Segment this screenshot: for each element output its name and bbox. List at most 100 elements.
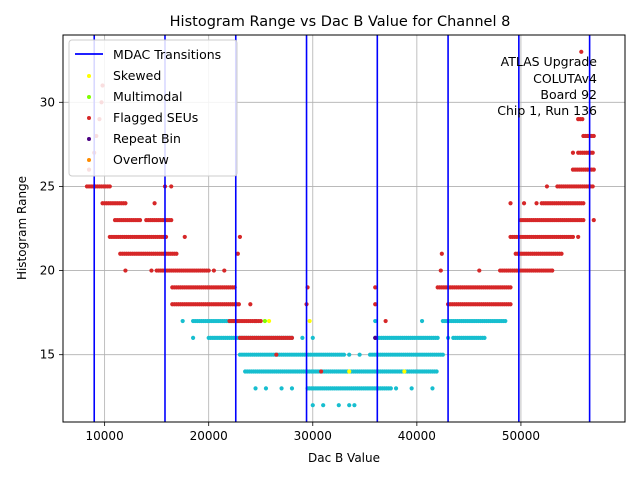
flagged-seus-point — [508, 285, 513, 290]
normal-point — [419, 318, 425, 324]
normal-point — [503, 318, 508, 324]
skewed-point — [266, 318, 272, 324]
flagged-seus-point — [581, 217, 586, 223]
normal-point — [300, 335, 305, 340]
normal-point — [321, 403, 326, 408]
flagged-seus-point — [258, 318, 263, 324]
legend-box — [68, 39, 238, 177]
y-tick-label: 30 — [40, 95, 55, 109]
flagged-seus-point — [319, 369, 324, 374]
legend-label: Flagged SEUs — [113, 110, 198, 125]
flagged-seus-point — [508, 302, 513, 307]
flagged-seus-point — [373, 302, 378, 307]
normal-point — [388, 386, 393, 391]
normal-point — [310, 403, 315, 408]
skewed-point — [307, 318, 312, 324]
legend-label: Repeat Bin — [113, 131, 181, 146]
y-tick-label: 20 — [40, 264, 55, 278]
normal-point — [279, 386, 284, 391]
y-axis: 15 20 25 30 — [40, 95, 63, 362]
flagged-seus-point — [123, 201, 128, 206]
normal-point — [180, 318, 185, 324]
skewed-point — [347, 369, 352, 374]
normal-point — [434, 369, 439, 374]
flagged-seus-point — [581, 201, 586, 206]
flagged-seus-point — [289, 335, 295, 340]
flagged-seus-point — [439, 251, 444, 256]
legend-label: Overflow — [113, 152, 169, 167]
flagged-seus-point — [169, 184, 174, 189]
flagged-seus-point — [559, 251, 564, 256]
normal-point — [430, 386, 435, 391]
annotation-line-3: Board 92 — [540, 87, 597, 102]
normal-point — [190, 335, 196, 340]
legend-label: MDAC Transitions — [113, 47, 221, 62]
annotation-line-4: Chip 1, Run 136 — [497, 103, 597, 118]
chart-title: Histogram Range vs Dac B Value for Chann… — [170, 14, 511, 30]
flagged-seus-point — [590, 150, 595, 155]
legend-swatch-dot — [87, 137, 91, 141]
flagged-seus-point — [235, 251, 240, 256]
flagged-seus-point — [579, 49, 584, 54]
normal-point — [352, 403, 357, 408]
flagged-seus-point — [570, 150, 576, 155]
x-axis: 10000 20000 30000 40000 50000 — [86, 422, 540, 443]
normal-point — [341, 352, 347, 357]
flagged-seus-point — [570, 234, 576, 240]
flagged-seus-point — [591, 167, 596, 172]
flagged-seus-point — [169, 217, 174, 223]
flagged-seus-point — [508, 201, 513, 206]
normal-point — [289, 386, 295, 391]
annotation-line-2: COLUTAv4 — [533, 71, 597, 86]
normal-point — [253, 386, 258, 391]
x-tick-label: 10000 — [86, 429, 124, 443]
legend-label: Multimodal — [113, 89, 182, 104]
flagged-seus-point — [591, 133, 596, 139]
flagged-seus-point — [534, 201, 539, 206]
normal-point — [263, 386, 269, 391]
flagged-seus-point — [211, 268, 217, 273]
x-axis-label: Dac B Value — [308, 451, 380, 465]
flagged-seus-point — [123, 268, 128, 273]
normal-point — [347, 352, 352, 357]
x-tick-label: 30000 — [294, 429, 332, 443]
x-tick-label: 40000 — [398, 429, 436, 443]
flagged-seus-point — [576, 234, 581, 240]
skewed-point — [402, 369, 407, 374]
x-tick-label: 50000 — [502, 429, 540, 443]
flagged-seus-point — [237, 234, 243, 240]
normal-point — [347, 403, 352, 408]
normal-point — [482, 335, 487, 340]
normal-point — [435, 335, 440, 340]
legend-swatch-dot — [87, 158, 91, 162]
repeat-bin-point — [373, 335, 378, 340]
legend: MDAC Transitions Skewed Multimodal Flagged … — [68, 39, 238, 177]
multimodal-point — [262, 318, 268, 324]
flagged-seus-point — [383, 318, 388, 324]
normal-point — [310, 335, 315, 340]
flagged-seus-point — [152, 201, 157, 206]
normal-point — [336, 403, 341, 408]
normal-point — [440, 352, 445, 357]
flagged-seus-point — [544, 184, 550, 189]
flagged-seus-point — [438, 268, 443, 273]
flagged-seus-point — [580, 117, 585, 122]
flagged-seus-point — [236, 302, 241, 307]
normal-point — [393, 386, 399, 391]
flagged-seus-point — [274, 352, 279, 357]
flagged-seus-point — [222, 268, 227, 273]
annotation: ATLAS Upgrade COLUTAv4 Board 92 Chip 1, … — [497, 54, 597, 118]
flagged-seus-point — [182, 234, 187, 240]
legend-label: Skewed — [113, 68, 161, 83]
flagged-seus-point — [248, 302, 253, 307]
normal-point — [357, 352, 362, 357]
flagged-seus-point — [591, 217, 596, 223]
annotation-line-1: ATLAS Upgrade — [501, 54, 598, 69]
y-tick-label: 15 — [40, 348, 55, 362]
normal-point — [409, 386, 414, 391]
flagged-seus-point — [590, 184, 595, 189]
y-axis-label: Histogram Range — [15, 176, 29, 280]
x-tick-label: 20000 — [190, 429, 228, 443]
flagged-seus-point — [206, 268, 211, 273]
